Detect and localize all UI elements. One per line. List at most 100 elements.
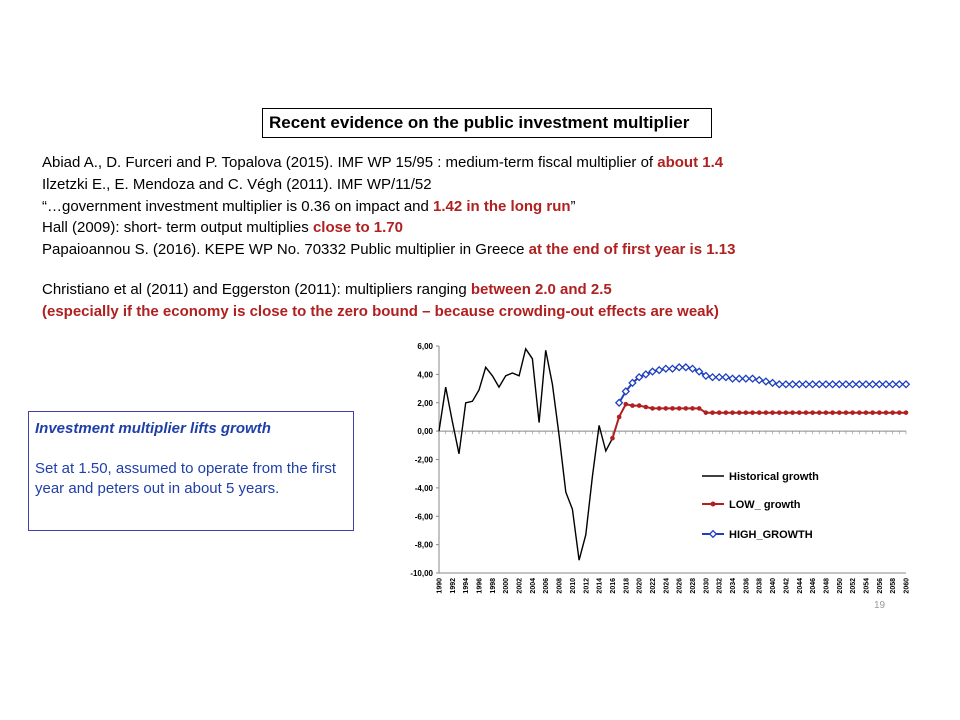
data-point — [828, 380, 837, 389]
chart-legend: Historical growth LOW_ growth HIGH_GROWTH — [702, 471, 819, 541]
x-tick-label: 2044 — [797, 578, 804, 594]
x-tick-label: 1996 — [477, 578, 484, 594]
reference-line: Papaioannou S. (2016). KEPE WP No. 70332… — [42, 239, 942, 261]
data-point — [616, 414, 622, 420]
data-point — [903, 410, 909, 415]
data-point — [775, 380, 784, 389]
data-point — [703, 410, 709, 415]
slide-title: Recent evidence on the public investment… — [262, 108, 712, 138]
data-point — [783, 410, 789, 415]
y-tick-label: -2,00 — [415, 456, 434, 465]
data-point — [681, 363, 691, 372]
data-point — [648, 367, 657, 376]
data-point — [861, 380, 871, 389]
x-tick-label: 2010 — [570, 578, 577, 594]
data-point — [795, 380, 804, 389]
legend-marker — [708, 529, 718, 539]
data-point — [750, 410, 755, 415]
data-point — [736, 410, 742, 415]
data-point — [674, 363, 684, 372]
data-point — [621, 387, 631, 396]
data-point — [870, 410, 875, 415]
data-point — [821, 380, 831, 389]
note-body: Set at 1.50, assumed to operate from the… — [35, 460, 336, 497]
data-point — [656, 406, 662, 411]
data-point — [716, 410, 722, 415]
reference-line: Christiano et al (2011) and Eggerston (2… — [42, 279, 942, 301]
data-point — [634, 372, 644, 382]
y-tick-label: -4,00 — [415, 484, 434, 493]
legend-label: HIGH_GROWTH — [729, 529, 813, 541]
data-point — [670, 406, 675, 411]
data-point — [683, 406, 689, 411]
data-point — [668, 364, 677, 373]
x-tick-label: 2018 — [623, 578, 630, 594]
data-point — [835, 380, 844, 389]
data-point — [721, 372, 731, 382]
data-point — [901, 380, 911, 389]
data-point — [883, 410, 889, 415]
chart-series — [438, 347, 911, 561]
data-point — [610, 435, 615, 441]
data-point — [614, 398, 624, 407]
reference-highlight: 1.42 in the long run — [433, 197, 571, 215]
legend-marker — [710, 501, 716, 507]
x-tick-label: 2014 — [597, 578, 604, 594]
data-point — [694, 367, 704, 376]
reference-line: “…government investment multiplier is 0.… — [42, 196, 942, 218]
x-tick-label: 2026 — [677, 578, 684, 594]
x-tick-label: 2012 — [583, 578, 590, 594]
data-point — [748, 374, 757, 383]
x-tick-label: 2060 — [904, 578, 911, 594]
data-point — [730, 410, 735, 415]
data-point — [654, 365, 664, 375]
data-point — [890, 410, 895, 415]
growth-chart: -10,00 -8,00 -6,00 -4,00 -2,00 0,00 2,00 4,00 6,… — [410, 342, 911, 594]
x-tick-label: 1992 — [450, 578, 457, 594]
data-point — [816, 410, 822, 415]
y-tick-label: -10,00 — [410, 569, 433, 578]
reference-text: Ilzetzki E., E. Mendoza and C. Végh (201… — [42, 175, 432, 193]
data-point — [801, 380, 811, 389]
x-tick-label: 2050 — [837, 578, 844, 594]
data-point — [728, 374, 737, 383]
data-point — [650, 406, 655, 411]
reference-suffix: ” — [570, 197, 576, 215]
y-tick-label: 4,00 — [417, 370, 433, 379]
data-point — [690, 406, 695, 411]
data-point — [823, 410, 829, 415]
data-point — [863, 410, 869, 415]
x-tick-label: 2028 — [690, 578, 697, 594]
data-point — [663, 406, 669, 411]
data-point — [830, 410, 835, 415]
y-tick-label: -6,00 — [415, 512, 434, 521]
x-tick-label: 2046 — [810, 578, 817, 594]
note-box: Investment multiplier lifts growth Set a… — [28, 411, 354, 531]
data-point — [796, 410, 802, 415]
y-tick-label: -8,00 — [415, 541, 434, 550]
data-point — [843, 410, 849, 415]
x-tick-label: 2030 — [703, 578, 710, 594]
x-tick-label: 2022 — [650, 578, 657, 594]
data-point — [630, 403, 635, 408]
y-tick-label: 0,00 — [417, 427, 433, 436]
x-tick-label: 2056 — [877, 578, 884, 594]
x-tick-label: 2048 — [823, 578, 830, 594]
data-point — [641, 370, 651, 379]
references-block: Abiad A., D. Furceri and P. Topalova (20… — [42, 152, 942, 323]
reference-line: Hall (2009): short- term output multipli… — [42, 217, 942, 239]
data-point — [763, 410, 769, 415]
chart-axes: -10,00 -8,00 -6,00 -4,00 -2,00 0,00 2,00 4,00 6,… — [410, 342, 910, 594]
data-point — [868, 380, 877, 389]
data-point — [815, 380, 824, 389]
data-point — [888, 380, 897, 389]
data-point — [743, 410, 749, 415]
data-point — [761, 377, 771, 386]
data-point — [643, 404, 649, 410]
reference-text: Papaioannou S. (2016). KEPE WP No. 70332… — [42, 241, 529, 259]
reference-highlight: about 1.4 — [657, 154, 724, 171]
data-point — [850, 410, 855, 415]
x-tick-label: 2040 — [770, 578, 777, 594]
data-point — [734, 374, 744, 383]
data-point — [661, 364, 671, 373]
